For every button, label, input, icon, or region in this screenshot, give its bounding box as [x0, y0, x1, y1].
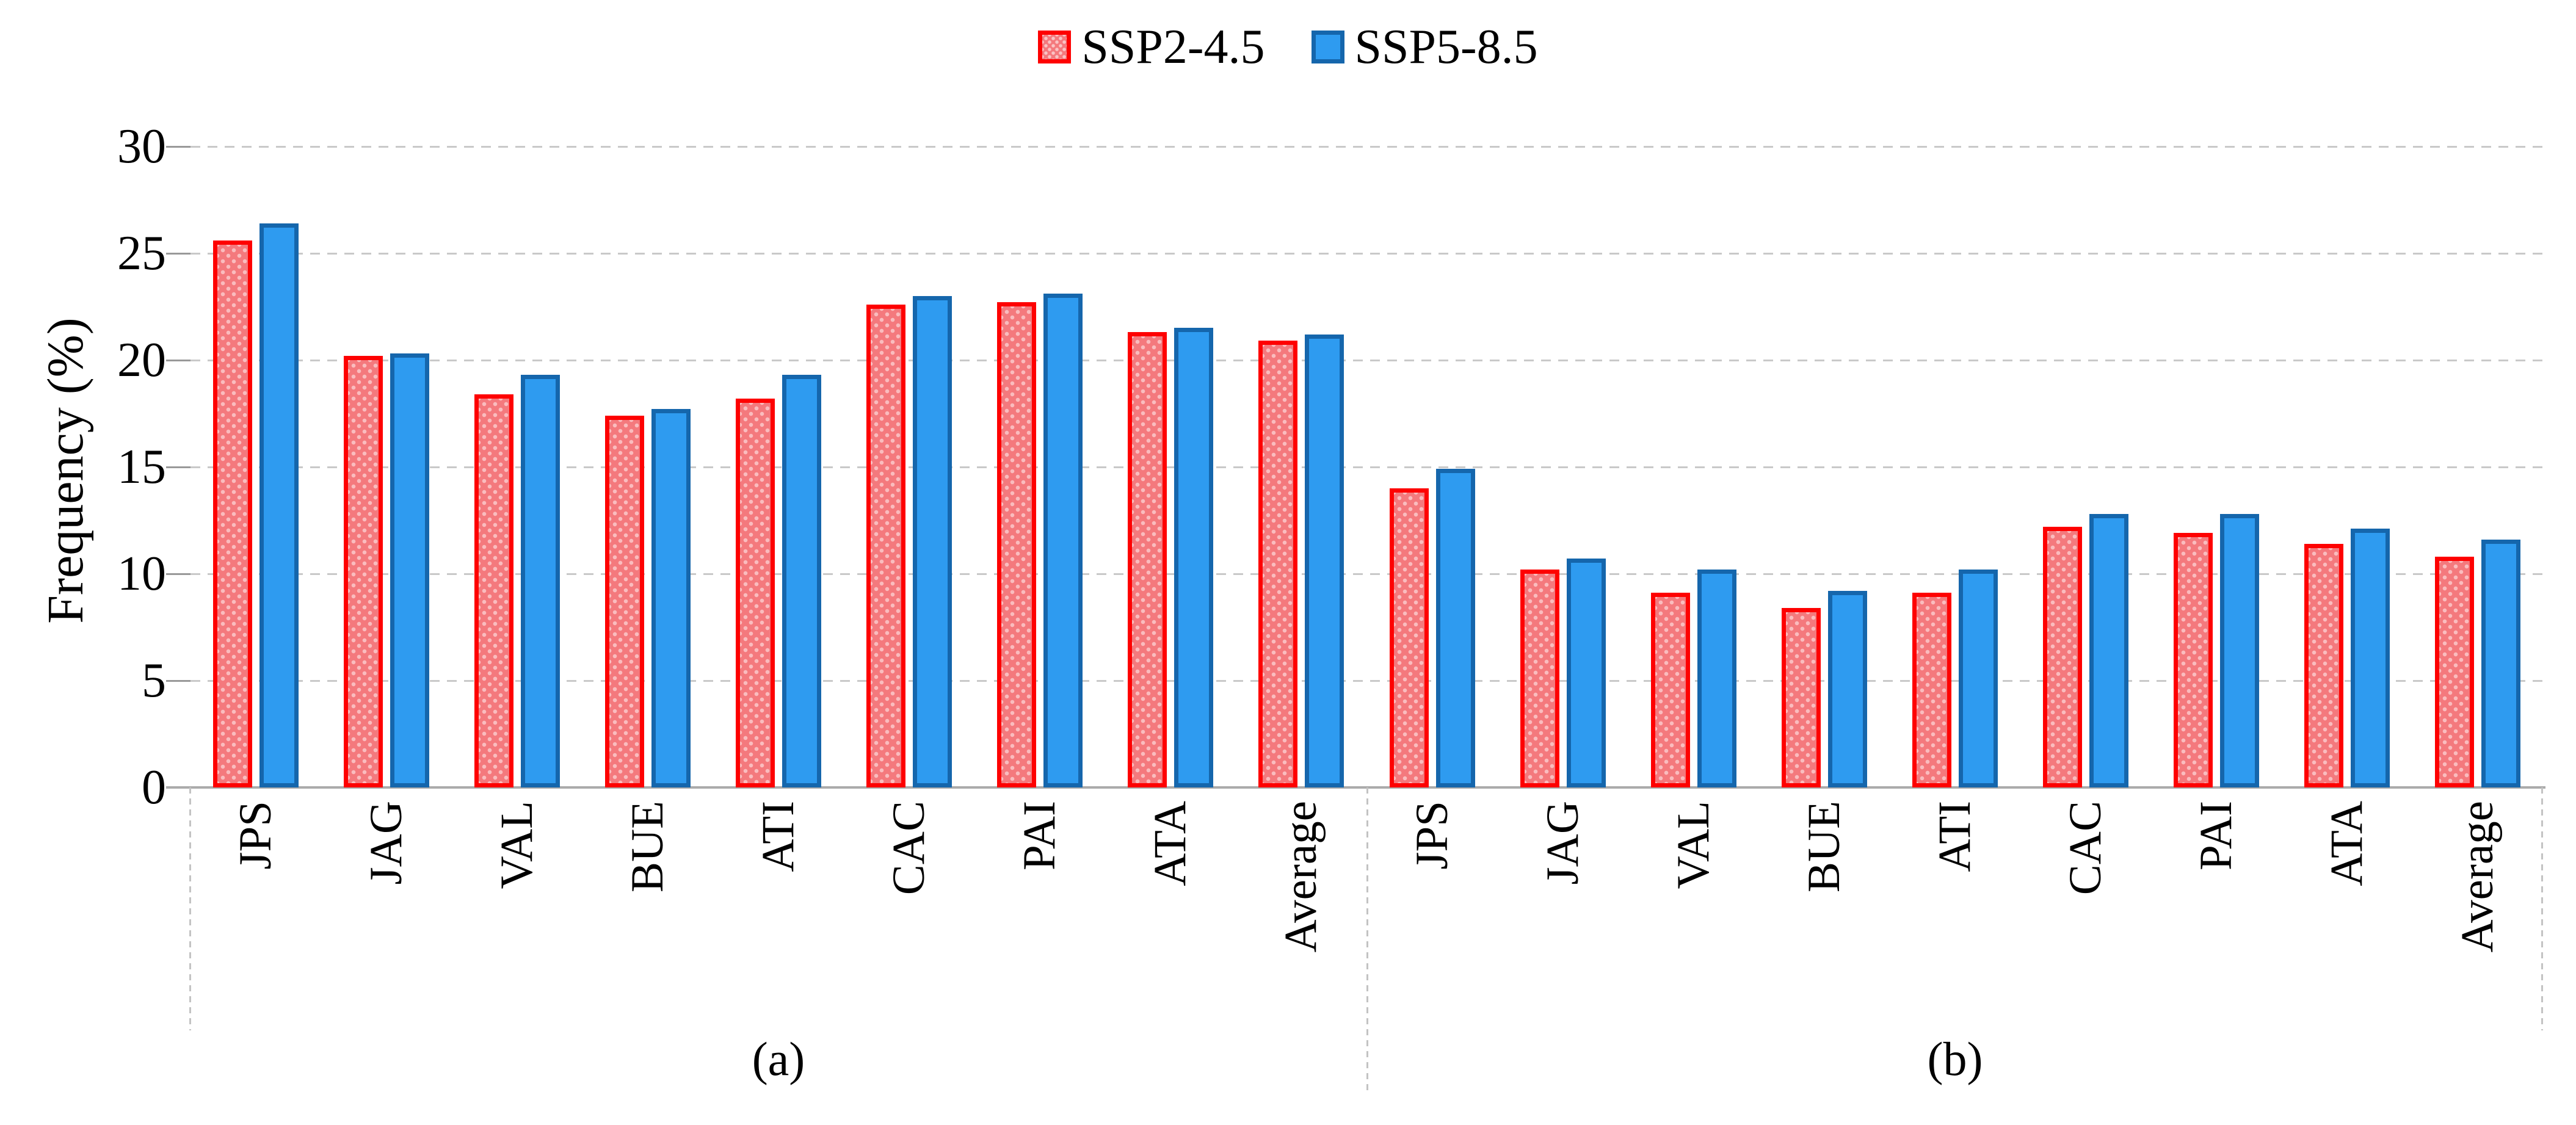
- bar-ssp5-jag-a: [390, 353, 429, 787]
- y-axis-tick-25: [166, 253, 190, 255]
- bar-ssp5-jag-b: [1567, 559, 1606, 787]
- category-label-cac-a: CAC: [883, 801, 934, 895]
- bar-ssp2-jps-b: [1390, 488, 1429, 787]
- category-label-cac-b: CAC: [2060, 801, 2111, 895]
- y-tick-label-25: 25: [117, 226, 166, 280]
- bar-ssp5-ata-a: [1174, 328, 1213, 787]
- bar-ssp2-jag-b: [1520, 570, 1559, 787]
- bar-ssp2-jag-a: [344, 356, 383, 787]
- category-label-average-b: Average: [2452, 801, 2503, 953]
- legend-swatch-red-icon: [1038, 31, 1072, 63]
- bar-ssp5-cac-a: [913, 296, 952, 787]
- bar-ssp5-ata-b: [2351, 529, 2390, 787]
- category-label-ati-a: ATI: [753, 801, 804, 872]
- y-axis-tick-30: [166, 146, 190, 148]
- category-label-pai-b: PAI: [2191, 801, 2241, 870]
- bar-ssp5-pai-a: [1043, 294, 1083, 787]
- legend-label-ssp2: SSP2-4.5: [1081, 20, 1265, 74]
- category-label-bue-b: BUE: [1799, 801, 1849, 892]
- bar-ssp2-pai-a: [997, 302, 1036, 787]
- gridline-15: [190, 466, 2543, 468]
- y-tick-label-5: 5: [142, 654, 166, 707]
- category-label-jps-a: JPS: [230, 801, 281, 870]
- category-label-pai-a: PAI: [1014, 801, 1065, 870]
- category-label-val-b: VAL: [1668, 801, 1719, 889]
- bar-ssp2-ati-b: [1912, 593, 1951, 787]
- group-label-a: (a): [752, 1032, 805, 1085]
- bar-ssp5-ati-a: [782, 375, 821, 787]
- y-tick-label-20: 20: [117, 333, 166, 387]
- bar-ssp2-average-a: [1258, 341, 1297, 787]
- category-band-left-border: [189, 787, 191, 1030]
- y-tick-label-30: 30: [117, 120, 166, 173]
- y-tick-label-10: 10: [117, 547, 166, 601]
- legend-swatch-blue-icon: [1311, 31, 1344, 63]
- bar-ssp5-bue-a: [651, 409, 691, 787]
- category-label-bue-a: BUE: [622, 801, 673, 892]
- chart-legend: SSP2-4.5 SSP5-8.5: [0, 21, 2576, 73]
- gridline-30: [190, 146, 2543, 148]
- y-axis-tick-20: [166, 360, 190, 361]
- bar-ssp2-average-b: [2435, 557, 2474, 787]
- gridline-5: [190, 680, 2543, 682]
- bar-ssp2-cac-b: [2043, 527, 2082, 787]
- bar-ssp5-val-a: [521, 375, 560, 787]
- x-axis-line: [166, 786, 2545, 789]
- bar-ssp5-ati-b: [1959, 570, 1998, 787]
- category-band-right-border: [2541, 787, 2543, 1030]
- category-label-jag-b: JAG: [1537, 801, 1588, 885]
- bar-ssp5-val-b: [1697, 570, 1736, 787]
- gridline-25: [190, 253, 2543, 255]
- bar-ssp2-ata-a: [1128, 332, 1167, 787]
- bar-ssp2-ata-b: [2304, 544, 2343, 787]
- category-label-val-a: VAL: [492, 801, 542, 889]
- category-label-ati-b: ATI: [1929, 801, 1980, 872]
- category-label-jps-b: JPS: [1407, 801, 1457, 870]
- bar-ssp2-ati-a: [736, 399, 775, 787]
- bar-ssp5-jps-b: [1436, 469, 1475, 787]
- group-separator-line: [1366, 787, 1368, 1094]
- bar-ssp2-pai-b: [2174, 533, 2213, 787]
- bar-ssp5-jps-a: [259, 223, 299, 787]
- category-label-ata-b: ATA: [2321, 801, 2372, 886]
- y-axis-tick-15: [166, 466, 190, 468]
- bar-ssp5-bue-b: [1828, 591, 1867, 787]
- bar-ssp2-bue-b: [1782, 608, 1821, 787]
- bar-ssp5-average-a: [1305, 335, 1344, 787]
- bar-ssp2-val-b: [1651, 593, 1690, 787]
- y-axis-tick-10: [166, 573, 190, 575]
- bar-ssp2-val-a: [474, 394, 513, 787]
- gridline-20: [190, 360, 2543, 361]
- category-label-jag-a: JAG: [361, 801, 412, 885]
- legend-label-ssp5: SSP5-8.5: [1354, 20, 1538, 74]
- category-label-ata-a: ATA: [1145, 801, 1195, 886]
- y-axis-tick-5: [166, 680, 190, 682]
- bar-ssp5-pai-b: [2220, 514, 2259, 787]
- bar-ssp5-average-b: [2481, 540, 2520, 787]
- bar-ssp2-bue-a: [605, 416, 644, 787]
- gridline-10: [190, 573, 2543, 575]
- group-label-b: (b): [1927, 1032, 1983, 1085]
- bar-ssp2-jps-a: [213, 241, 252, 787]
- legend-item-ssp5: SSP5-8.5: [1311, 20, 1538, 74]
- y-tick-label-15: 15: [117, 440, 166, 494]
- bar-ssp5-cac-b: [2089, 514, 2128, 787]
- category-label-average-a: Average: [1275, 801, 1326, 953]
- bar-ssp2-cac-a: [866, 305, 905, 787]
- y-tick-label-0: 0: [142, 761, 166, 814]
- legend-item-ssp2: SSP2-4.5: [1038, 20, 1265, 74]
